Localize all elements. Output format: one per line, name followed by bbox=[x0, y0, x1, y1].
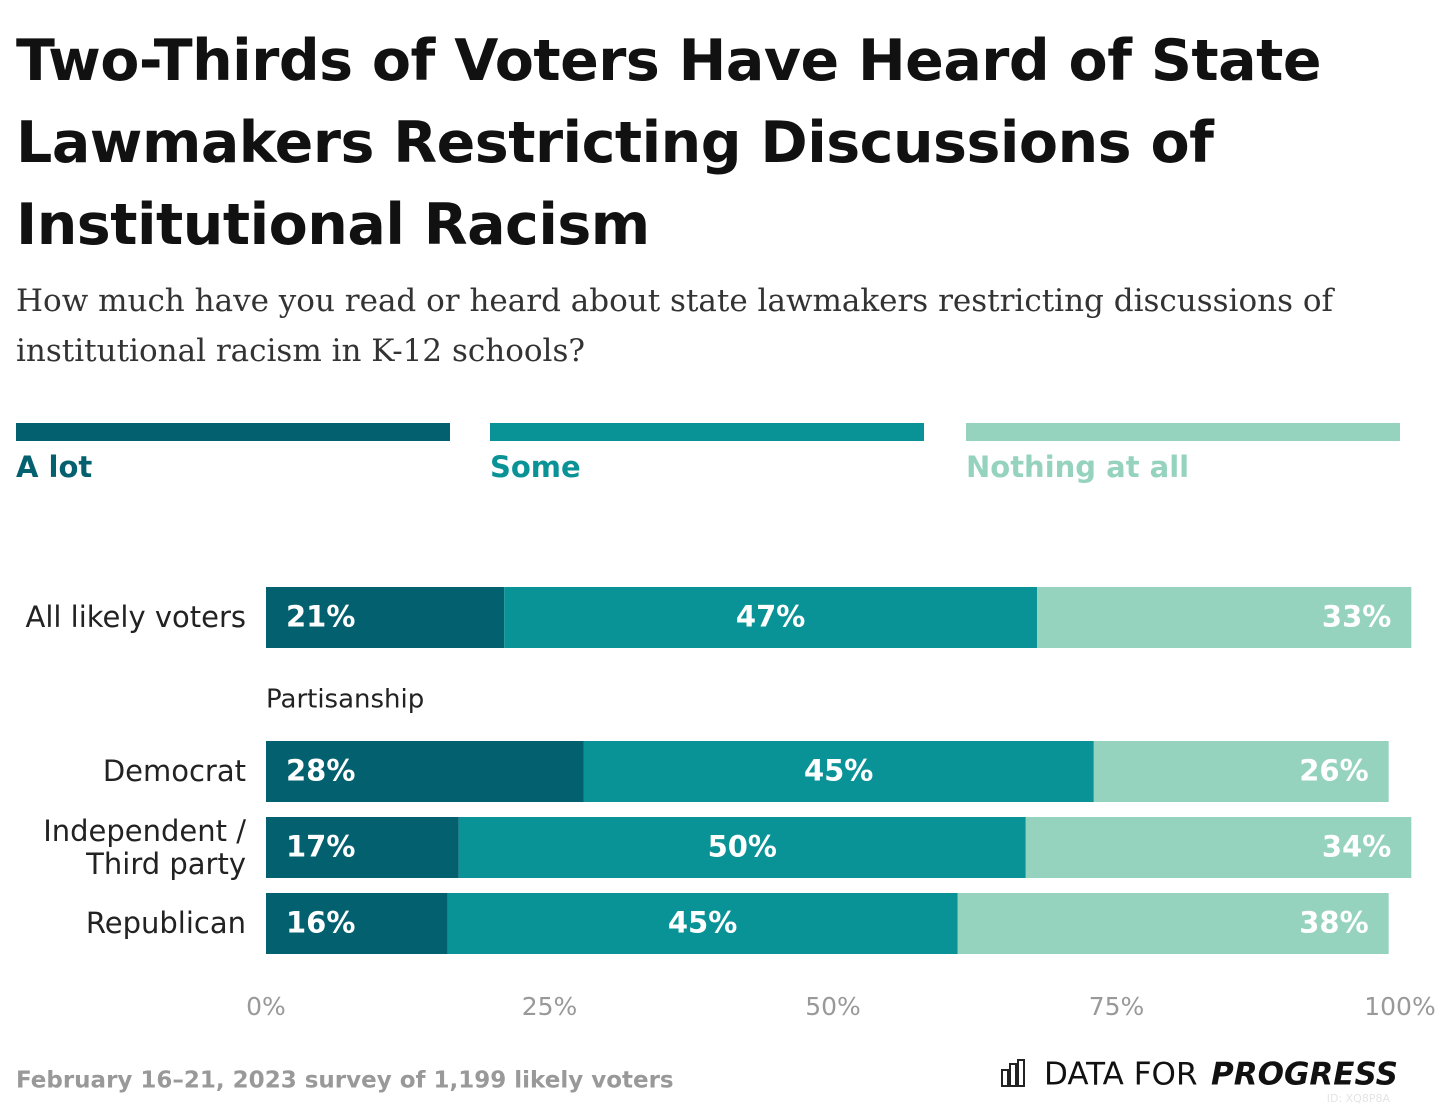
chart-subtitle: How much have you read or heard about st… bbox=[16, 283, 1333, 369]
data-label: 47% bbox=[736, 600, 805, 634]
bar-segment bbox=[504, 587, 1038, 648]
bar-segment bbox=[583, 741, 1094, 802]
data-label: 26% bbox=[1299, 754, 1368, 788]
x-tick-label: 75% bbox=[1089, 992, 1145, 1021]
data-label: 34% bbox=[1322, 830, 1391, 864]
x-tick-label: 0% bbox=[246, 992, 286, 1021]
bar-segment bbox=[266, 587, 505, 648]
data-label: 17% bbox=[286, 830, 355, 864]
bar-segment bbox=[266, 741, 584, 802]
data-label: 28% bbox=[286, 754, 355, 788]
bar-segment bbox=[458, 817, 1026, 878]
legend-label: Nothing at all bbox=[966, 450, 1189, 484]
bar-segment bbox=[1093, 741, 1389, 802]
data-label: 38% bbox=[1299, 906, 1368, 940]
bar-segment bbox=[1037, 587, 1412, 648]
x-tick-label: 50% bbox=[805, 992, 861, 1021]
bar-segment bbox=[447, 893, 958, 954]
category-label: Republican bbox=[85, 906, 246, 940]
x-tick-label: 100% bbox=[1364, 992, 1435, 1021]
legend-label: Some bbox=[490, 450, 581, 484]
category-label: All likely voters bbox=[25, 600, 246, 634]
group-label: Partisanship bbox=[266, 685, 424, 715]
bar-segment bbox=[266, 893, 448, 954]
legend-swatch bbox=[16, 423, 450, 441]
data-label: 50% bbox=[708, 830, 777, 864]
x-tick-label: 25% bbox=[522, 992, 578, 1021]
logo-text: DATA FOR bbox=[1044, 1057, 1198, 1093]
logo-icon bbox=[1001, 1059, 1025, 1087]
chart-title: Two-Thirds of Voters Have Heard of State… bbox=[16, 28, 1322, 258]
logo-text: PROGRESS bbox=[1211, 1057, 1398, 1093]
chart-id: ID: XQ8P8A bbox=[1327, 1092, 1391, 1105]
bar-segment bbox=[1025, 817, 1412, 878]
legend-label: A lot bbox=[16, 450, 92, 484]
data-label: 21% bbox=[286, 600, 355, 634]
data-label: 16% bbox=[286, 906, 355, 940]
category-label: Democrat bbox=[102, 754, 246, 788]
legend-swatch bbox=[966, 423, 1400, 441]
category-label: Independent / Third party bbox=[43, 813, 246, 881]
source: February 16–21, 2023 survey of 1,199 lik… bbox=[16, 1068, 674, 1094]
bar-segment bbox=[957, 893, 1389, 954]
data-label: 45% bbox=[804, 754, 873, 788]
legend-swatch bbox=[490, 423, 924, 441]
data-label: 33% bbox=[1322, 600, 1391, 634]
data-label: 45% bbox=[668, 906, 737, 940]
bar-segment bbox=[266, 817, 459, 878]
